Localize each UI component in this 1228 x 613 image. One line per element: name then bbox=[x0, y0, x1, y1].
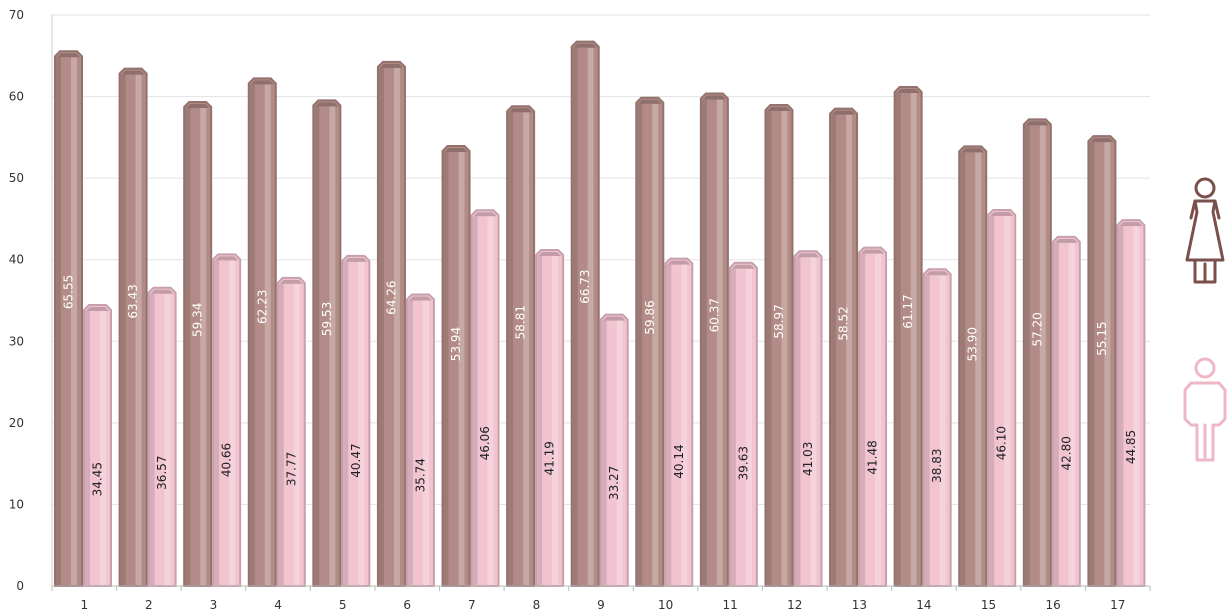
bar: 40.66 bbox=[212, 253, 242, 587]
y-axis: 0 10 20 30 40 50 60 70 bbox=[9, 8, 53, 593]
bar: 39.63 bbox=[728, 261, 758, 587]
x-tick-label: 11 bbox=[723, 598, 738, 612]
data-label: 35.74 bbox=[413, 458, 427, 492]
x-tick-label: 7 bbox=[468, 598, 476, 612]
bar: 62.23 bbox=[247, 77, 277, 587]
data-label: 58.81 bbox=[514, 305, 528, 339]
data-label: 40.66 bbox=[220, 443, 234, 477]
x-tick-label: 5 bbox=[339, 598, 347, 612]
bar: 53.90 bbox=[958, 145, 988, 587]
bar: 58.97 bbox=[764, 103, 794, 587]
data-label: 40.47 bbox=[349, 443, 363, 477]
data-label: 55.15 bbox=[1095, 321, 1109, 355]
bar: 40.47 bbox=[341, 254, 371, 587]
data-label: 65.55 bbox=[62, 275, 76, 309]
data-label: 63.43 bbox=[126, 284, 140, 318]
legend-male-icon bbox=[1183, 357, 1227, 462]
data-label: 38.83 bbox=[930, 448, 944, 482]
y-tick-label: 30 bbox=[9, 334, 24, 348]
data-label: 60.37 bbox=[707, 298, 721, 332]
data-label: 40.14 bbox=[672, 444, 686, 478]
bar: 34.45 bbox=[83, 303, 112, 587]
bar: 53.94 bbox=[441, 145, 471, 587]
bar: 36.57 bbox=[147, 286, 177, 587]
data-label: 46.10 bbox=[995, 426, 1009, 460]
y-tick-label: 70 bbox=[9, 8, 24, 22]
bar: 55.15 bbox=[1087, 135, 1117, 587]
x-tick-label: 13 bbox=[852, 598, 867, 612]
x-tick-label: 4 bbox=[274, 598, 282, 612]
data-label: 41.48 bbox=[866, 440, 880, 474]
bar: 41.48 bbox=[858, 246, 888, 587]
data-label: 36.57 bbox=[155, 455, 169, 489]
bar: 60.37 bbox=[699, 92, 729, 587]
x-tick-label: 8 bbox=[533, 598, 541, 612]
x-tick-label: 9 bbox=[597, 598, 605, 612]
x-tick-label: 14 bbox=[916, 598, 931, 612]
bar: 61.17 bbox=[893, 86, 923, 587]
data-label: 58.97 bbox=[772, 304, 786, 338]
bar: 38.83 bbox=[922, 268, 952, 587]
data-label: 59.34 bbox=[191, 303, 205, 337]
bar: 41.03 bbox=[793, 250, 823, 587]
bar: 57.20 bbox=[1022, 118, 1052, 587]
data-label: 42.80 bbox=[1059, 436, 1073, 470]
x-axis: 1 2 3 4 5 6 7 8 9 10 11 12 13 14 15 16 17 bbox=[51, 585, 1151, 612]
x-tick-label: 1 bbox=[80, 598, 88, 612]
x-tick-label: 15 bbox=[981, 598, 996, 612]
data-label: 53.90 bbox=[966, 327, 980, 361]
x-tick-label: 12 bbox=[787, 598, 802, 612]
y-tick-label: 40 bbox=[9, 253, 24, 267]
bar: 44.85 bbox=[1116, 219, 1146, 587]
bar: 58.52 bbox=[829, 107, 859, 587]
data-label: 61.17 bbox=[901, 294, 915, 328]
data-label: 53.94 bbox=[449, 327, 463, 361]
data-label: 33.27 bbox=[607, 466, 621, 500]
bar: 63.43 bbox=[118, 67, 148, 587]
x-tick-label: 2 bbox=[145, 598, 153, 612]
bar: 59.34 bbox=[183, 100, 213, 587]
y-tick-label: 10 bbox=[9, 497, 24, 511]
x-tick-label: 17 bbox=[1110, 598, 1125, 612]
bar: 40.14 bbox=[664, 257, 694, 587]
bar: 35.74 bbox=[405, 293, 435, 587]
bar: 64.26 bbox=[376, 60, 406, 587]
bar: 46.06 bbox=[470, 209, 500, 587]
data-label: 66.73 bbox=[578, 269, 592, 303]
bar: 37.77 bbox=[276, 276, 306, 587]
bar: 59.86 bbox=[635, 96, 665, 587]
data-label: 41.19 bbox=[543, 441, 557, 475]
bar: 42.80 bbox=[1051, 235, 1081, 587]
data-label: 34.45 bbox=[91, 462, 105, 496]
bars: 65.55 34.45 63.43 36.57 59.34 40.66 62.23 37.77… bbox=[54, 40, 1146, 587]
data-label: 39.63 bbox=[736, 446, 750, 480]
data-label: 41.03 bbox=[801, 442, 815, 476]
bar: 66.73 bbox=[570, 40, 600, 587]
data-label: 37.77 bbox=[284, 452, 298, 486]
bar: 59.53 bbox=[312, 99, 342, 587]
legend-female-icon bbox=[1185, 177, 1225, 284]
bar: 46.10 bbox=[987, 208, 1017, 587]
y-tick-label: 20 bbox=[9, 416, 24, 430]
data-label: 62.23 bbox=[255, 290, 269, 324]
y-tick-label: 50 bbox=[9, 171, 24, 185]
data-label: 59.86 bbox=[643, 300, 657, 334]
data-label: 64.26 bbox=[384, 281, 398, 315]
y-tick-label: 60 bbox=[9, 90, 24, 104]
bar: 41.19 bbox=[535, 249, 565, 587]
x-tick-label: 6 bbox=[403, 598, 411, 612]
data-label: 44.85 bbox=[1124, 430, 1138, 464]
data-label: 46.06 bbox=[478, 426, 492, 460]
data-label: 59.53 bbox=[320, 302, 334, 336]
data-label: 57.20 bbox=[1030, 312, 1044, 346]
x-tick-label: 3 bbox=[210, 598, 218, 612]
bar: 33.27 bbox=[599, 313, 629, 587]
y-tick-label: 0 bbox=[16, 579, 24, 593]
data-label: 58.52 bbox=[837, 306, 851, 340]
bar: 58.81 bbox=[506, 105, 536, 587]
x-tick-label: 16 bbox=[1045, 598, 1060, 612]
bar: 65.55 bbox=[54, 50, 83, 587]
x-tick-label: 10 bbox=[658, 598, 673, 612]
